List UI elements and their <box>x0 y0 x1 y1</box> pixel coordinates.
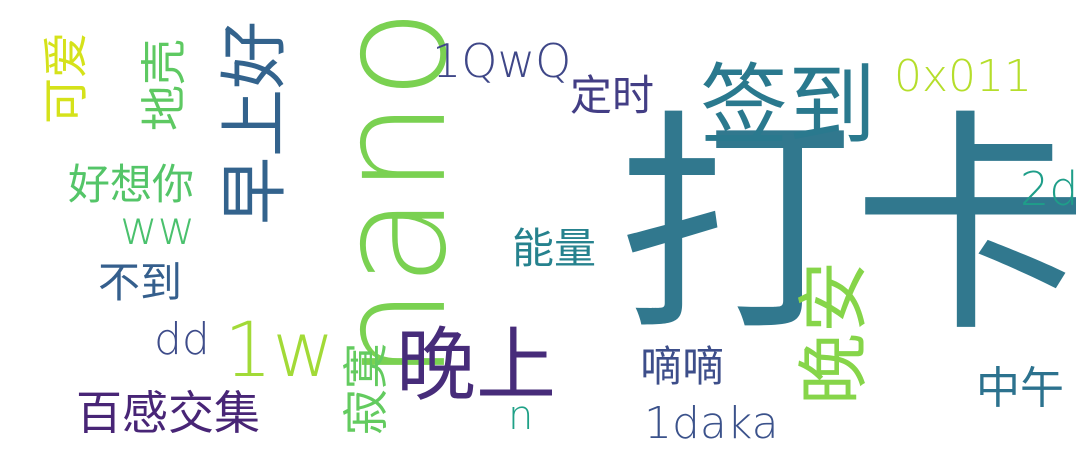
word-qiandao: 签到 <box>700 54 877 157</box>
word-wanan: 晚安 <box>792 260 877 406</box>
word-baiganjiaoji: 百感交集 <box>76 386 260 440</box>
word-keai: 可爱 <box>39 32 93 124</box>
word-haoxiangni: 好想你 <box>68 160 195 209</box>
word-didi: 嘀嘀 <box>640 342 725 391</box>
word-budao: 不到 <box>98 258 183 307</box>
word-wanshang: 晚上 <box>396 319 556 412</box>
word-nengliang: 能量 <box>512 224 597 273</box>
word-1daka: 1daka <box>644 398 779 449</box>
word-dike: 地壳 <box>137 39 191 131</box>
word-dingshi: 定时 <box>570 71 655 120</box>
word-2d: 2d <box>1020 162 1079 216</box>
word-n: n <box>508 393 534 439</box>
word-daka: 打卡 <box>618 91 1080 364</box>
word-dd: dd <box>154 314 210 365</box>
word-0x011: 0x011 <box>894 51 1033 102</box>
word-zaoshanghao: 早上好 <box>216 20 296 226</box>
word-zhongwu: 中午 <box>976 363 1064 414</box>
word-ww: ww <box>120 201 196 255</box>
word-1w: 1w <box>224 305 335 394</box>
word-1qwq: 1QwQ <box>432 34 572 88</box>
word-jimo: 寂寞 <box>339 343 393 435</box>
